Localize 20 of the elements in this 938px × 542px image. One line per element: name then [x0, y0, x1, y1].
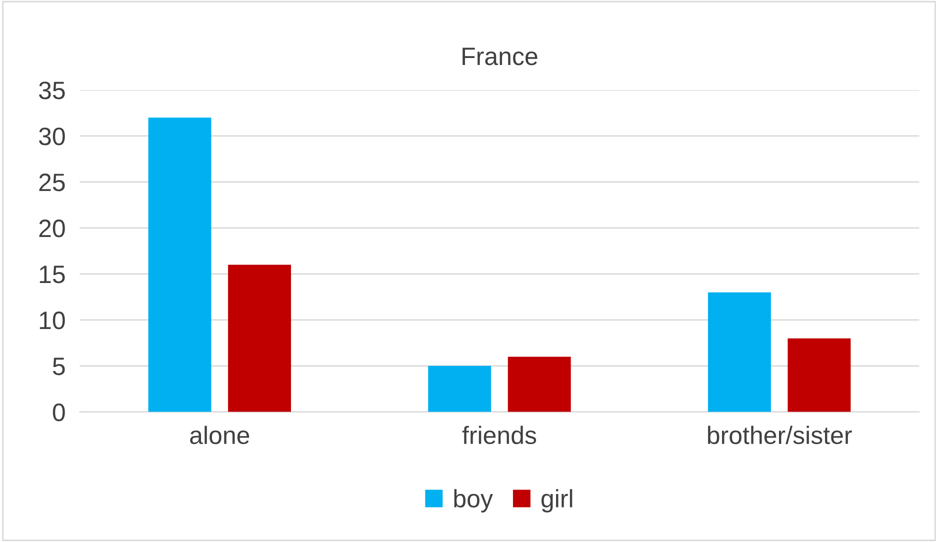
y-tick-label: 30 [38, 128, 65, 146]
y-tick-label: 35 [38, 82, 65, 100]
bar [708, 292, 771, 412]
x-tick-label: friends [462, 426, 536, 444]
chart-title: France [462, 48, 538, 66]
bar [428, 366, 492, 412]
bar [148, 118, 212, 412]
y-tick-label: 15 [40, 266, 65, 284]
y-tick-label: 25 [39, 174, 65, 192]
y-tick-label: 10 [40, 312, 65, 330]
bar [788, 338, 851, 412]
legend-label: girl [542, 489, 572, 512]
legend-label: boy [454, 489, 493, 512]
y-tick-label: 20 [39, 220, 65, 238]
y-tick-label: 5 [52, 358, 65, 376]
bar [508, 356, 571, 412]
x-tick-label: brother/sister [708, 426, 852, 444]
x-tick-label: alone [190, 426, 250, 444]
bar [228, 264, 292, 412]
y-tick-label: 0 [52, 404, 65, 422]
